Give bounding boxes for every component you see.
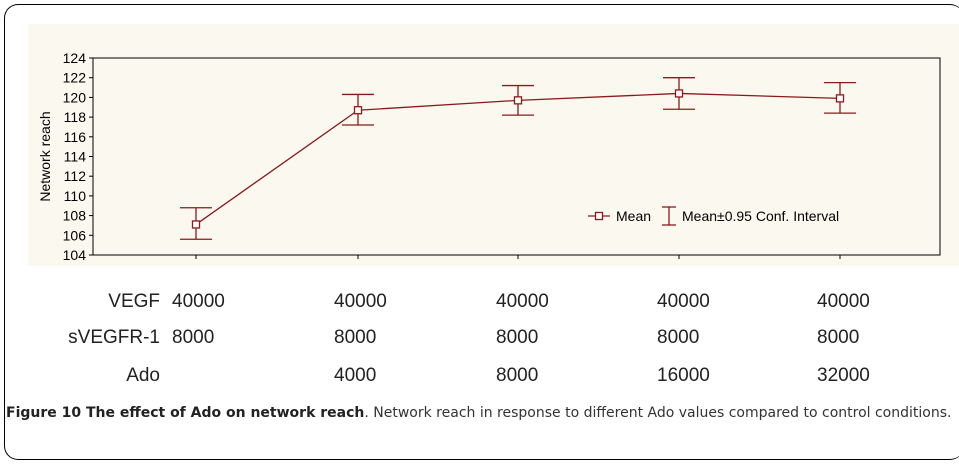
condition-value: 32000: [817, 365, 870, 386]
condition-value: 4000: [334, 365, 377, 386]
condition-value: 8000: [817, 327, 860, 348]
caption-text: . Network reach in response to different…: [364, 405, 952, 421]
y-tick-label: 108: [63, 208, 87, 224]
chart: 104 106 108 110 112 114 116 118 120 122 124 Network…: [37, 50, 941, 263]
y-tick-label: 110: [64, 188, 87, 204]
legend-ci-label: Mean±0.95 Conf. Interval: [682, 208, 839, 224]
condition-value: 40000: [334, 291, 387, 312]
plot-frame: [92, 57, 941, 256]
mean-point: [835, 94, 845, 103]
condition-value: 40000: [817, 291, 870, 312]
condition-value: 8000: [496, 327, 539, 348]
y-tick-label: 120: [63, 89, 87, 105]
y-tick-label: 118: [64, 109, 87, 125]
mean-point: [513, 96, 523, 105]
condition-value: 16000: [657, 365, 710, 386]
figure-frame: [4, 4, 959, 460]
y-tick-label: 116: [64, 129, 87, 145]
y-axis-label: Network reach: [37, 111, 53, 201]
y-tick-label: 112: [64, 168, 87, 184]
condition-name: Ado: [126, 365, 160, 386]
legend-mean-label: Mean: [616, 208, 651, 224]
condition-value: 8000: [172, 327, 215, 348]
chart-plot-area: 104 106 108 110 112 114 116 118 120 122 124 Network…: [28, 24, 959, 266]
legend: Mean Mean±0.95 Conf. Interval: [588, 206, 839, 226]
condition-value: 8000: [657, 327, 700, 348]
legend-mean-marker: [594, 211, 604, 221]
mean-point: [191, 220, 201, 229]
y-tick-label: 124: [63, 50, 87, 66]
condition-value: 40000: [172, 291, 225, 312]
condition-name: VEGF: [108, 291, 160, 312]
condition-value: 40000: [496, 291, 549, 312]
condition-value: 8000: [334, 327, 377, 348]
mean-point: [353, 106, 363, 115]
condition-value: 40000: [657, 291, 710, 312]
y-tick-label: 122: [63, 70, 87, 86]
y-tick-label: 114: [64, 149, 87, 165]
figure-caption: Figure 10 The effect of Ado on network r…: [6, 403, 956, 424]
caption-label: Figure 10 The effect of Ado on network r…: [6, 405, 365, 421]
y-tick-label: 104: [63, 247, 87, 263]
mean-point: [674, 89, 684, 98]
condition-name: sVEGFR-1: [68, 327, 160, 348]
y-tick-label: 106: [63, 227, 87, 243]
condition-value: 8000: [496, 365, 539, 386]
